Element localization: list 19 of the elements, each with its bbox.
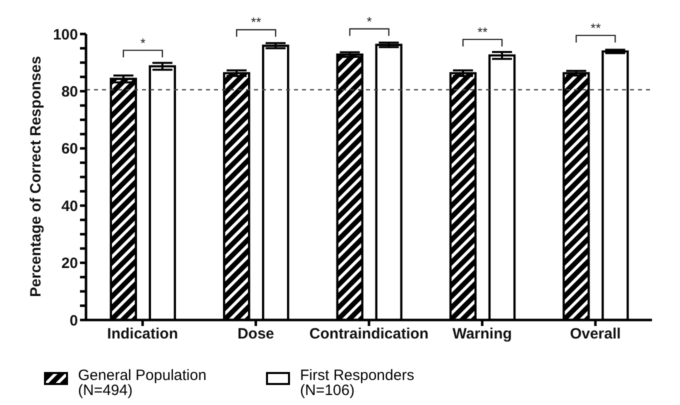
text: * <box>366 14 372 29</box>
x-tick-label: Contraindication <box>309 326 429 343</box>
legend-label: First Responders (N=106) <box>300 367 416 399</box>
y-tick-label: 20 <box>61 255 78 272</box>
text: ** <box>251 14 262 30</box>
y-tick-label: 100 <box>52 26 78 44</box>
legend-label: General Population (N=494) <box>78 367 208 399</box>
y-tick-label: 0 <box>70 312 78 330</box>
y-tick-label: 40 <box>61 198 78 215</box>
y-tick-label: 60 <box>61 140 78 158</box>
x-tick-label: Warning <box>452 326 512 343</box>
annotation: ** <box>477 24 488 40</box>
x-tick-label: Indication <box>107 326 178 343</box>
y-tick-label: 80 <box>61 84 78 101</box>
annotation: ** <box>590 20 601 36</box>
y-axis-title: Percentage of Correct Responses <box>27 56 44 297</box>
x-tick-label: Overall <box>570 326 621 343</box>
annotation: * <box>140 35 146 50</box>
x-tick-label: Dose <box>237 326 274 343</box>
